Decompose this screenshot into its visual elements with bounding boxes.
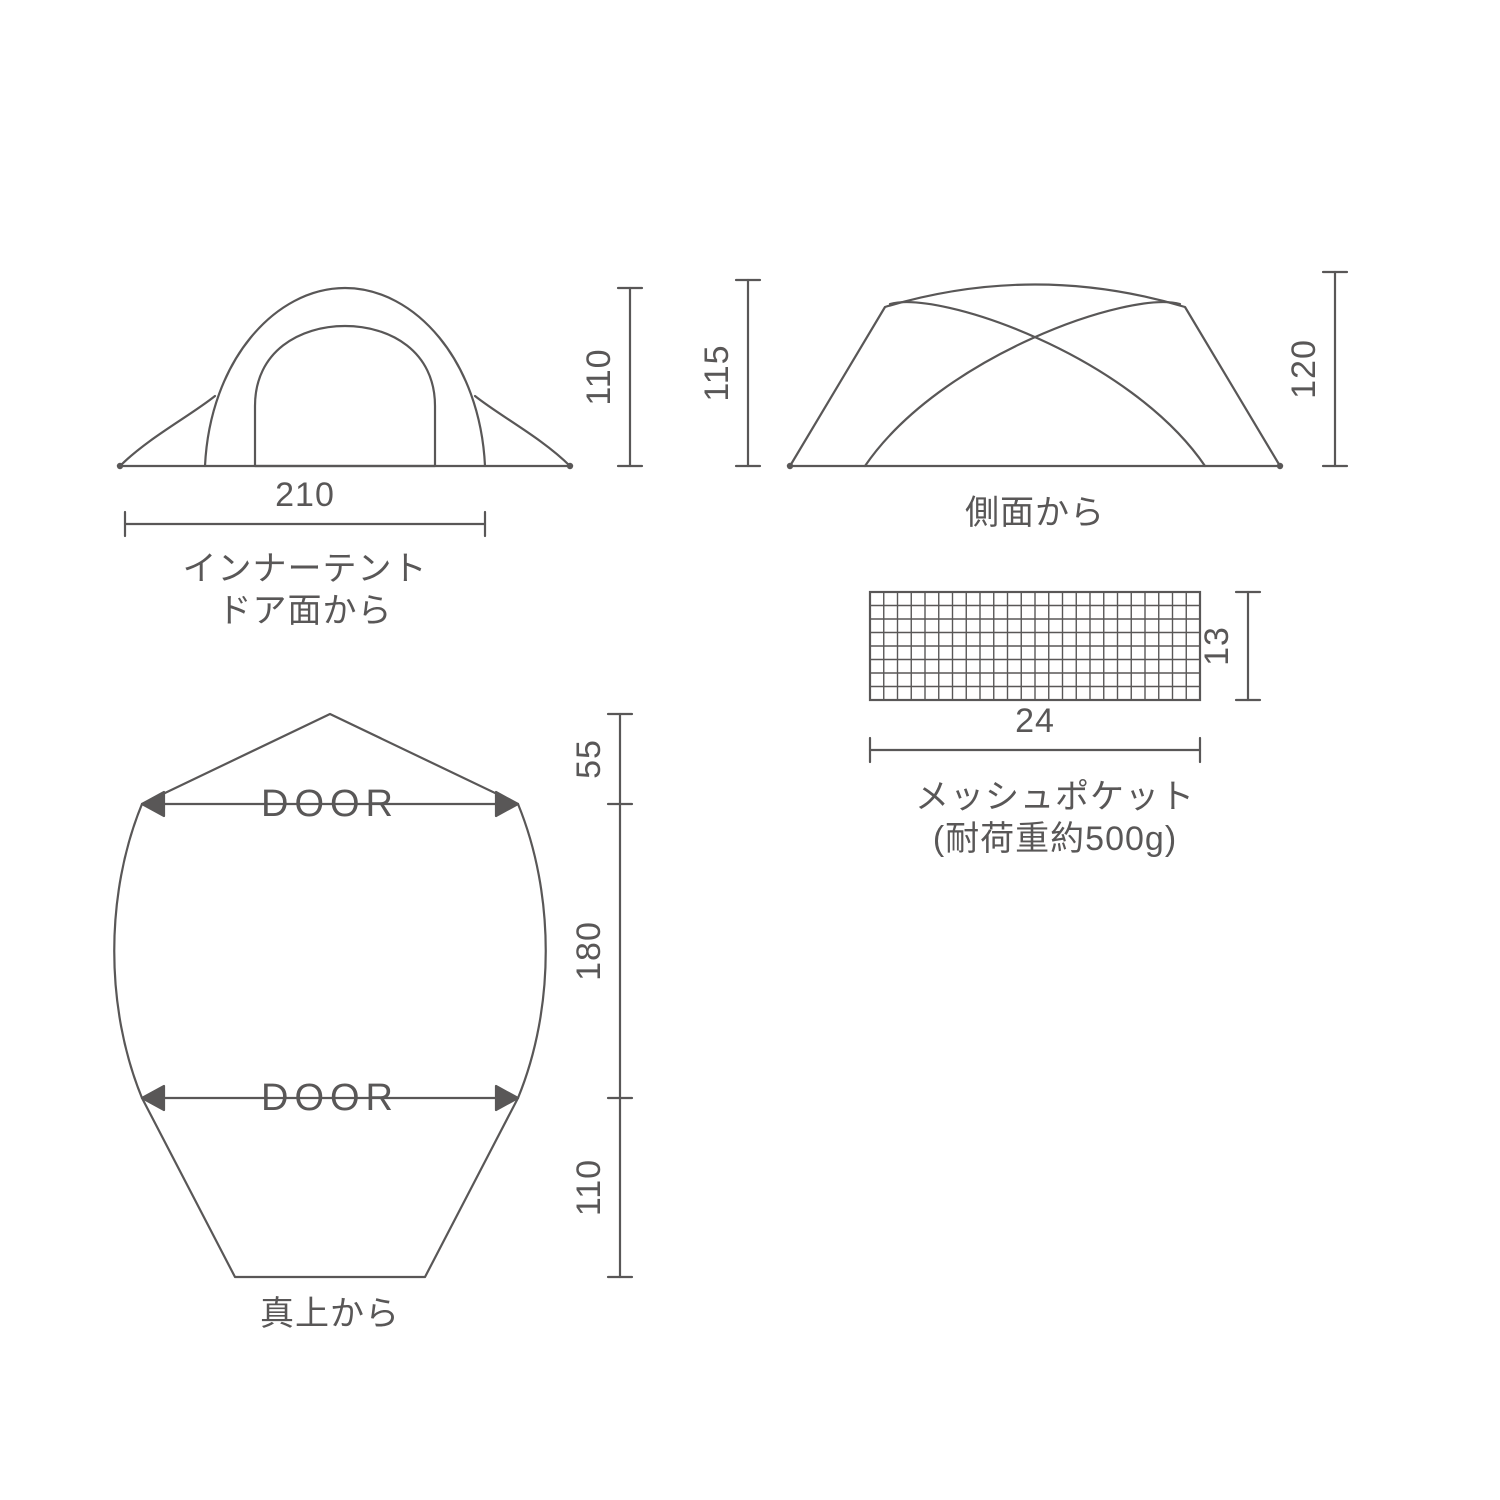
svg-text:210: 210 (275, 476, 335, 514)
front-width-dim: 210 (125, 476, 485, 536)
front-height-dim: 110 (580, 288, 642, 466)
front-view: 110 210 インナーテントドア面から (117, 288, 642, 630)
svg-text:インナーテント: インナーテント (183, 550, 428, 588)
svg-text:メッシュポケット: メッシュポケット (915, 778, 1195, 816)
mesh-pocket: 13 24 メッシュポケット (耐荷重約500g) (870, 592, 1260, 858)
svg-text:13: 13 (1198, 626, 1236, 666)
side-view: 115 120 側面から (698, 272, 1347, 532)
svg-text:24: 24 (1015, 702, 1055, 740)
svg-text:115: 115 (698, 344, 736, 401)
mesh-height-dim: 13 (1198, 592, 1260, 700)
mesh-width-dim: 24 (870, 702, 1200, 762)
tent-dimension-diagram: 110 210 インナーテントドア面から 115 120 側面から 13 24 メッシュポケット… (0, 0, 1500, 1500)
door-label-bottom: DOOR (261, 1077, 399, 1119)
top-dim-55: 55 (570, 739, 608, 779)
svg-text:側面から: 側面から (965, 494, 1105, 532)
door-label-top: DOOR (261, 783, 399, 825)
svg-text:真上から: 真上から (260, 1295, 400, 1333)
top-dim-110: 110 (570, 1159, 608, 1216)
side-outer-height-dim: 120 (1285, 272, 1347, 466)
svg-text:120: 120 (1285, 339, 1323, 399)
top-view: DOOR DOOR 55 180 110 真上から (114, 714, 632, 1333)
svg-text:(耐荷重約500g): (耐荷重約500g) (933, 820, 1177, 858)
svg-text:110: 110 (580, 348, 618, 405)
svg-text:ドア面から: ドア面から (218, 592, 393, 630)
top-dim-180: 180 (570, 921, 608, 981)
side-inner-height-dim: 115 (698, 280, 760, 466)
